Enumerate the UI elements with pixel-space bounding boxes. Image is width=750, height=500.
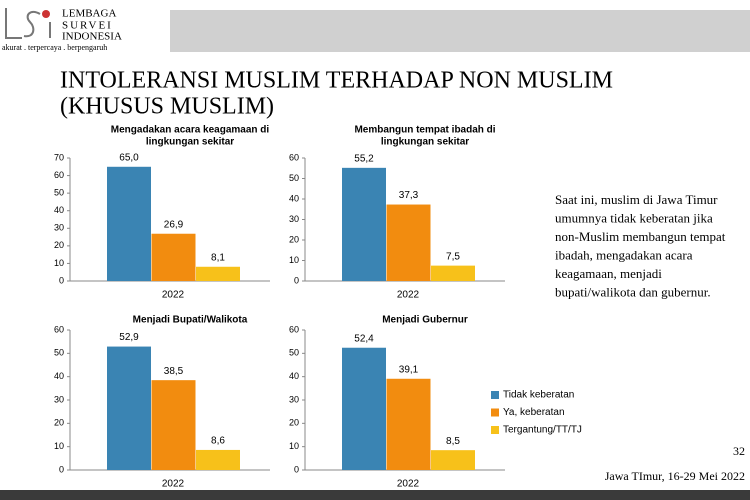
y-tick-label: 50: [54, 188, 64, 198]
slide-title: INTOLERANSI MUSLIM TERHADAP NON MUSLIM: [60, 68, 613, 94]
y-tick-label: 60: [54, 324, 64, 334]
y-tick-label: 20: [289, 418, 299, 428]
chart-title: lingkungan sekitar: [381, 137, 469, 148]
legend-swatch: [491, 426, 499, 434]
legend-label: Tergantung/TT/TJ: [503, 425, 582, 436]
value-label: 65,0: [119, 152, 139, 163]
y-tick-label: 10: [289, 255, 299, 265]
bar: [151, 233, 196, 281]
logo-line: INDONESIA: [62, 31, 122, 43]
bar: [386, 204, 431, 281]
body-text: Saat ini, muslim di Jawa Timur: [555, 192, 718, 207]
legend-label: Tidak keberatan: [503, 390, 574, 401]
y-tick-label: 40: [289, 371, 299, 381]
y-tick-label: 70: [54, 152, 64, 162]
chart-title: Membangun tempat ibadah di: [354, 125, 495, 136]
x-tick-label: 2022: [397, 290, 420, 301]
bar: [107, 166, 151, 281]
slide-title: (KHUSUS MUSLIM): [60, 94, 274, 120]
y-tick-label: 40: [54, 371, 64, 381]
value-label: 38,5: [164, 366, 184, 377]
y-tick-label: 50: [54, 348, 64, 358]
value-label: 8,6: [211, 436, 225, 447]
y-tick-label: 40: [54, 205, 64, 215]
x-tick-label: 2022: [162, 290, 185, 301]
y-tick-label: 30: [289, 394, 299, 404]
legend-swatch: [491, 391, 499, 399]
bar: [196, 449, 240, 470]
bar: [196, 266, 240, 281]
y-tick-label: 50: [289, 173, 299, 183]
chart-title: Menjadi Gubernur: [382, 315, 468, 326]
y-tick-label: 20: [54, 418, 64, 428]
y-tick-label: 50: [289, 348, 299, 358]
body-text: ibadah, mengadakan acara: [555, 247, 693, 262]
value-label: 52,4: [354, 333, 374, 344]
y-tick-label: 0: [59, 464, 64, 474]
y-tick-label: 60: [289, 324, 299, 334]
logo-line: LEMBAGA: [62, 8, 116, 20]
x-tick-label: 2022: [162, 479, 185, 490]
footer-text: Jawa TImur, 16-29 Mei 2022: [605, 469, 745, 483]
footer-bar: [0, 490, 750, 500]
bar: [342, 167, 386, 281]
bar: [431, 265, 475, 281]
body-text: non-Muslim membangun tempat: [555, 229, 726, 244]
y-tick-label: 0: [294, 275, 299, 285]
legend-swatch: [491, 408, 499, 417]
x-tick-label: 2022: [397, 479, 420, 490]
logo-tagline: akurat . terpercaya . berpengaruh: [2, 43, 107, 52]
bar: [386, 378, 431, 470]
bar: [107, 346, 151, 470]
chart-title: Mengadakan acara keagamaan di: [111, 125, 270, 136]
bar: [431, 450, 475, 470]
y-tick-label: 30: [289, 214, 299, 224]
y-tick-label: 20: [54, 240, 64, 250]
value-label: 52,9: [119, 332, 139, 343]
legend-label: Ya, keberatan: [503, 407, 565, 418]
value-label: 55,2: [354, 153, 374, 164]
y-tick-label: 40: [289, 193, 299, 203]
y-tick-label: 30: [54, 394, 64, 404]
body-text: bupati/walikota dan gubernur.: [555, 284, 711, 299]
y-tick-label: 0: [294, 464, 299, 474]
value-label: 7,5: [446, 251, 460, 262]
value-label: 37,3: [399, 190, 419, 201]
y-tick-label: 60: [54, 170, 64, 180]
y-tick-label: 30: [54, 223, 64, 233]
page-number: 32: [733, 444, 745, 458]
header-bar: [170, 10, 750, 52]
bar: [151, 380, 196, 470]
chart-title: lingkungan sekitar: [146, 137, 234, 148]
logo-mark: [5, 8, 51, 39]
y-tick-label: 0: [59, 275, 64, 285]
y-tick-label: 20: [289, 234, 299, 244]
bar: [342, 347, 386, 470]
value-label: 8,1: [211, 252, 225, 263]
body-text: keagamaan, menjadi: [555, 266, 662, 281]
chart-title: Menjadi Bupati/Walikota: [133, 315, 248, 326]
y-tick-label: 60: [289, 152, 299, 162]
y-tick-label: 10: [54, 258, 64, 268]
logo-line: SURVEI: [62, 20, 113, 32]
y-tick-label: 10: [289, 441, 299, 451]
value-label: 8,5: [446, 436, 460, 447]
value-label: 26,9: [164, 219, 184, 230]
value-label: 39,1: [399, 364, 419, 375]
body-text: umumnya tidak keberatan jika: [555, 210, 713, 225]
y-tick-label: 10: [54, 441, 64, 451]
